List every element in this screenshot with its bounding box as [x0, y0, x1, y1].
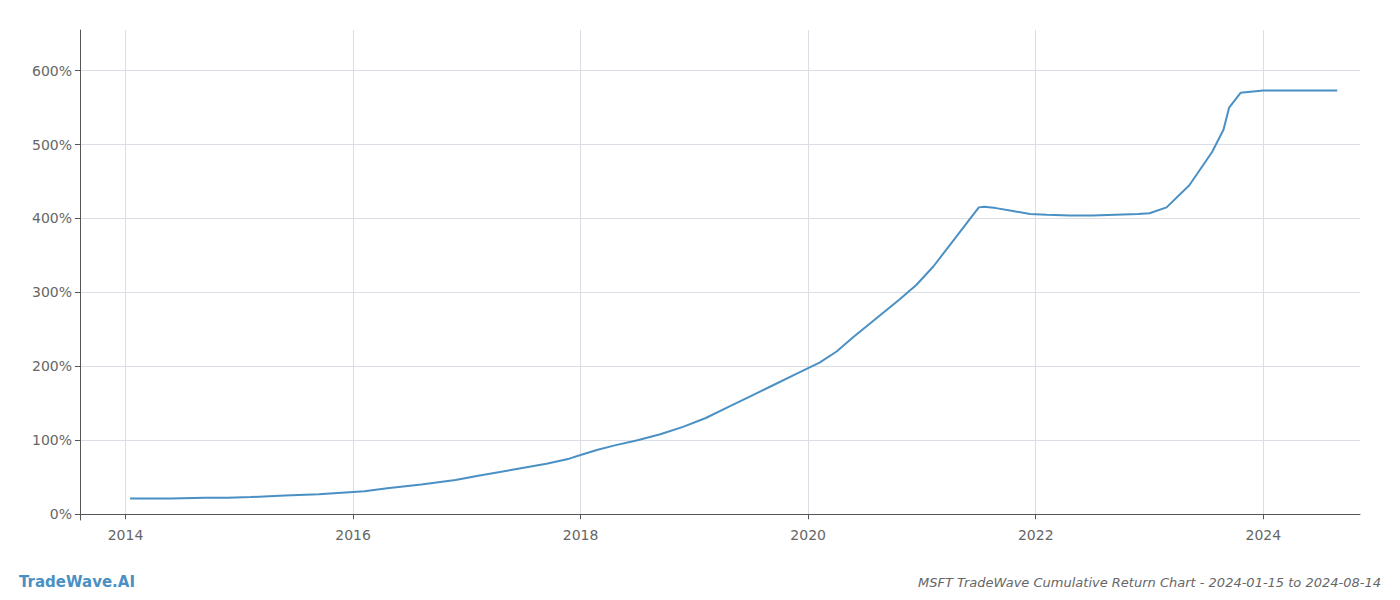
- svg-text:MSFT TradeWave Cumulative Retu: MSFT TradeWave Cumulative Return Chart -…: [918, 575, 1381, 590]
- svg-text:200%: 200%: [32, 358, 72, 374]
- svg-text:0%: 0%: [50, 506, 72, 522]
- svg-text:600%: 600%: [32, 63, 72, 79]
- svg-text:2020: 2020: [790, 527, 826, 543]
- svg-text:2014: 2014: [108, 527, 144, 543]
- svg-text:2024: 2024: [1245, 527, 1281, 543]
- svg-text:400%: 400%: [32, 210, 72, 226]
- svg-text:2022: 2022: [1018, 527, 1054, 543]
- svg-text:TradeWave.AI: TradeWave.AI: [19, 573, 135, 591]
- svg-text:300%: 300%: [32, 284, 72, 300]
- svg-text:2018: 2018: [563, 527, 599, 543]
- svg-text:100%: 100%: [32, 432, 72, 448]
- svg-text:500%: 500%: [32, 137, 72, 153]
- svg-text:2016: 2016: [335, 527, 371, 543]
